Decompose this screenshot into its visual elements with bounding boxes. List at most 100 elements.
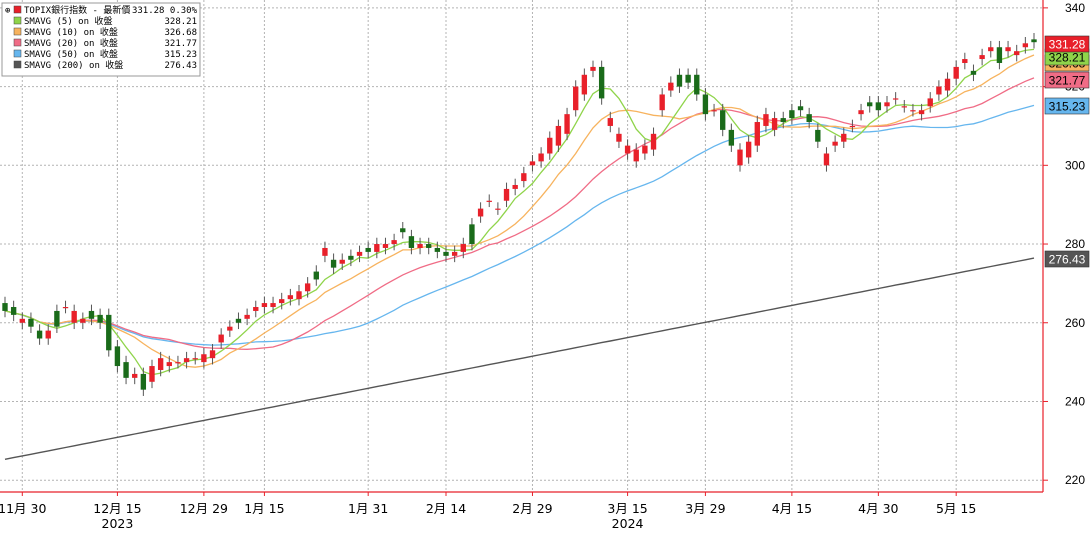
candle-up xyxy=(555,125,562,146)
candle-up xyxy=(227,326,233,331)
candle-up xyxy=(374,244,380,252)
value-tag-text: 315.23 xyxy=(1049,100,1086,114)
candle-down xyxy=(88,310,95,319)
candle-up xyxy=(763,114,769,126)
candle-up xyxy=(962,59,968,63)
candle-down xyxy=(728,129,735,146)
candle-down xyxy=(140,373,147,390)
candle-up xyxy=(244,314,250,319)
candle-down xyxy=(469,224,475,245)
legend-label: SMAVG (5) on 收盤 xyxy=(24,15,112,27)
value-tag xyxy=(1044,35,1090,53)
candle-down xyxy=(780,118,786,123)
candle-down xyxy=(720,110,726,130)
candle-up xyxy=(936,86,942,95)
candle-up xyxy=(884,102,890,107)
candle-down xyxy=(434,247,441,252)
x-tick-label: 1月 15 xyxy=(244,501,284,516)
candle-down xyxy=(685,74,691,83)
candle-up xyxy=(590,66,596,71)
candle-up xyxy=(80,318,86,323)
legend-swatch xyxy=(13,16,22,25)
candle-up xyxy=(823,153,830,166)
candle-down xyxy=(54,310,60,327)
candle-up xyxy=(460,244,466,252)
candle-up xyxy=(642,145,648,154)
value-tag-text: 328.21 xyxy=(1049,51,1086,65)
x-tick-label: 3月 15 xyxy=(607,501,647,516)
legend-value: 276.43 xyxy=(164,61,197,71)
legend-swatch xyxy=(13,27,22,36)
year-label: 2024 xyxy=(612,516,644,531)
candle-up xyxy=(1014,51,1020,56)
candle-down xyxy=(400,228,406,233)
candle-up xyxy=(1005,47,1011,52)
candle-up xyxy=(754,122,760,146)
candle-up xyxy=(607,118,613,126)
candle-down xyxy=(97,314,103,323)
year-label: 2023 xyxy=(102,516,134,531)
y-tick-label: 220 xyxy=(1065,473,1085,487)
legend: ⊕ TOPIX銀行指数 - 最新價 331.28 0.30% SMAVG (5) on… xyxy=(1,2,201,77)
candle-up xyxy=(979,55,985,60)
candle-up xyxy=(737,149,743,166)
value-tag xyxy=(1044,97,1090,115)
legend-value: 315.23 xyxy=(164,50,197,60)
candle-down xyxy=(867,102,873,107)
candle-up xyxy=(175,362,181,364)
candle-up xyxy=(858,110,864,115)
x-tick-label: 4月 30 xyxy=(858,501,898,516)
sma5-line xyxy=(4,48,1035,376)
candle-down xyxy=(1031,39,1037,43)
candle-up xyxy=(538,153,544,162)
candle-up xyxy=(581,74,588,95)
legend-label: SMAVG (50) on 收盤 xyxy=(24,48,118,60)
candle-up xyxy=(486,200,492,202)
candle-up xyxy=(927,98,933,107)
candle-down xyxy=(996,47,1003,63)
candle-down xyxy=(330,259,337,268)
candle-up xyxy=(356,251,363,256)
candle-up xyxy=(624,145,631,154)
candle-up xyxy=(521,173,527,182)
candle-up xyxy=(183,358,190,363)
x-tick-label: 5月 15 xyxy=(936,501,976,516)
legend-label: TOPIX銀行指数 - 最新價 xyxy=(24,4,130,16)
candle-up xyxy=(201,354,207,363)
legend-value: 331.28 0.30% xyxy=(132,6,198,16)
candle-up xyxy=(668,82,674,91)
sma200-line xyxy=(4,257,1035,460)
candle-up xyxy=(1022,43,1029,48)
candle-up xyxy=(771,118,778,130)
candle-down xyxy=(114,346,121,367)
candle-down xyxy=(348,255,354,260)
candle-up xyxy=(71,310,77,323)
candle-down xyxy=(806,114,812,123)
candle-up xyxy=(849,125,856,128)
legend-expand-icon: ⊕ xyxy=(5,6,10,16)
candle-up xyxy=(918,110,925,115)
candle-down xyxy=(123,362,129,378)
candle-up xyxy=(477,208,484,217)
candle-up xyxy=(132,373,138,378)
candle-up xyxy=(832,141,838,146)
x-tick-label: 2月 29 xyxy=(512,501,552,516)
candle-down xyxy=(313,271,319,280)
candle-up xyxy=(944,78,951,91)
candle-up xyxy=(547,137,553,154)
candle-down xyxy=(28,318,34,327)
x-tick-label: 1月 31 xyxy=(348,501,388,516)
candle-down xyxy=(797,106,804,111)
legend-swatch xyxy=(13,60,22,69)
candle-up xyxy=(512,184,518,189)
x-tick-label: 2月 14 xyxy=(426,501,466,516)
y-tick-label: 260 xyxy=(1065,316,1085,330)
candle-up xyxy=(711,110,717,112)
candle-up xyxy=(279,299,285,304)
candle-up xyxy=(745,141,752,158)
candle-up xyxy=(495,208,501,210)
candle-down xyxy=(365,247,371,252)
candle-up xyxy=(218,334,224,343)
candle-up xyxy=(573,86,579,111)
